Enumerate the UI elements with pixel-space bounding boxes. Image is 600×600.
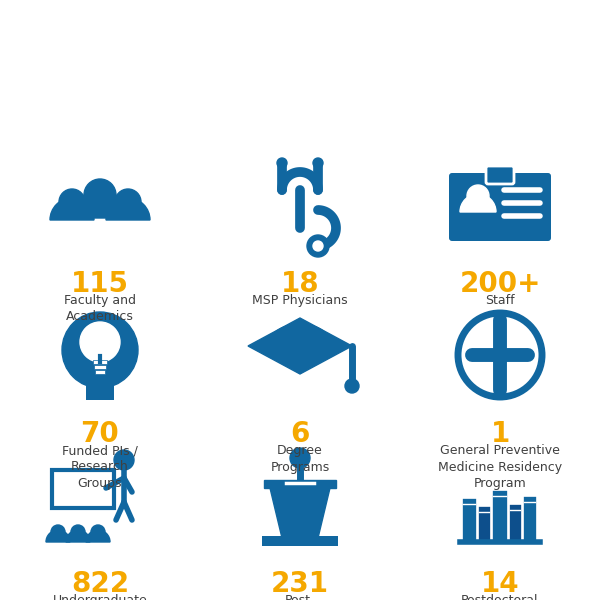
Circle shape [290,448,310,468]
Text: Funded PIs /
Research
Groups: Funded PIs / Research Groups [62,444,138,490]
Circle shape [80,322,120,362]
Circle shape [313,158,323,168]
Circle shape [59,189,85,215]
Text: Staff: Staff [485,294,515,307]
FancyBboxPatch shape [95,370,105,374]
FancyBboxPatch shape [262,536,338,546]
FancyBboxPatch shape [461,497,476,542]
Text: 1: 1 [490,420,509,448]
Text: Undergraduate
Majors: Undergraduate Majors [53,594,148,600]
Text: MSP Physicians: MSP Physicians [252,294,348,307]
Text: Postdoctoral
Scholar: Postdoctoral Scholar [461,594,539,600]
Circle shape [115,189,141,215]
Wedge shape [106,198,150,220]
FancyBboxPatch shape [52,470,114,508]
Polygon shape [270,488,330,538]
Wedge shape [66,530,90,542]
Text: 6: 6 [290,420,310,448]
Wedge shape [72,190,128,218]
Polygon shape [248,318,352,374]
Text: 822: 822 [71,570,129,598]
Circle shape [62,312,138,388]
Polygon shape [264,480,336,488]
Wedge shape [86,530,110,542]
FancyBboxPatch shape [449,173,551,241]
Text: Degree
Programs: Degree Programs [271,444,329,473]
Text: 14: 14 [481,570,520,598]
Text: Faculty and
Academics: Faculty and Academics [64,294,136,323]
FancyBboxPatch shape [491,490,508,542]
Circle shape [313,241,323,251]
FancyBboxPatch shape [93,360,107,364]
Circle shape [114,450,134,470]
Text: General Preventive
Medicine Residency
Program: General Preventive Medicine Residency Pr… [438,444,562,490]
Circle shape [307,235,329,257]
Wedge shape [46,530,70,542]
Text: 200+: 200+ [459,270,541,298]
FancyBboxPatch shape [478,505,491,542]
Circle shape [84,179,116,211]
Circle shape [467,185,489,207]
Circle shape [91,525,105,539]
FancyBboxPatch shape [523,496,536,542]
Text: 115: 115 [71,270,129,298]
FancyBboxPatch shape [94,365,106,369]
Circle shape [71,525,85,539]
Polygon shape [268,324,332,346]
Text: 70: 70 [80,420,119,448]
Wedge shape [460,194,496,212]
Text: Post-
graduate
Students: Post- graduate Students [271,594,329,600]
Text: 231: 231 [271,570,329,598]
Wedge shape [50,198,94,220]
FancyBboxPatch shape [486,166,514,184]
Text: 18: 18 [281,270,319,298]
Circle shape [345,379,359,393]
Text: Established on Sept. 19, 2019, we joined the School of Medicine and Skaggs Schoo: Established on Sept. 19, 2019, we joined… [27,59,560,83]
FancyBboxPatch shape [509,503,521,542]
Text: Herbert Wertheim School of Public Health: Herbert Wertheim School of Public Health [27,22,438,40]
Circle shape [277,158,287,168]
FancyBboxPatch shape [86,380,114,400]
Circle shape [51,525,65,539]
